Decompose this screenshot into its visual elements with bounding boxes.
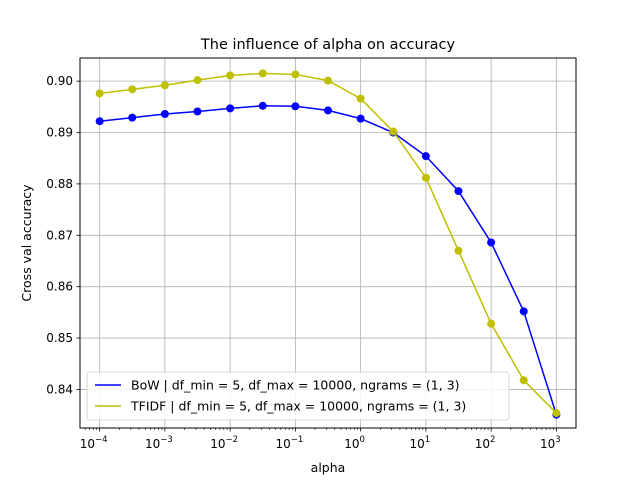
series-point-1	[226, 104, 235, 113]
series-point-1	[193, 107, 202, 116]
y-tick-label: 0.86	[46, 280, 73, 294]
series-point-1	[487, 238, 496, 247]
chart-title: The influence of alpha on accuracy	[200, 37, 456, 53]
x-tick-label: 10−1	[275, 435, 303, 451]
series-point-2	[323, 76, 332, 85]
series-point-1	[323, 106, 332, 115]
legend-label-1: BoW | df_min = 5, df_max = 10000, ngrams…	[131, 378, 460, 393]
series-point-2	[454, 246, 463, 255]
y-tick-label: 0.85	[46, 331, 73, 345]
series-point-2	[487, 319, 496, 328]
legend: BoW | df_min = 5, df_max = 10000, ngrams…	[86, 371, 510, 421]
x-tick-label: 10−3	[145, 435, 173, 451]
series-point-2	[421, 173, 430, 182]
series-point-2	[389, 127, 398, 136]
series-point-2	[356, 94, 365, 103]
x-tick-label: 102	[475, 435, 496, 451]
series-point-1	[95, 117, 104, 126]
series-point-2	[95, 89, 104, 98]
series-point-1	[421, 152, 430, 161]
series-point-2	[226, 71, 235, 80]
series-point-1	[519, 307, 528, 316]
series-point-2	[128, 85, 137, 94]
series-point-2	[519, 376, 528, 385]
x-tick-label: 103	[540, 435, 561, 451]
series-point-1	[356, 114, 365, 123]
grid	[80, 58, 576, 428]
y-tick-label: 0.87	[46, 228, 73, 242]
axis-ticks: 10−4 10−3 10−2 10−1 100 101 102 103 0.84 0.85 0.86…	[46, 74, 560, 451]
x-tick-label: 10−4	[80, 435, 108, 451]
series-point-1	[128, 113, 137, 122]
y-tick-label: 0.90	[46, 74, 73, 88]
series-point-1	[291, 102, 300, 111]
series-point-1	[258, 101, 267, 110]
x-axis-label: alpha	[311, 460, 346, 475]
y-axis-label: Cross val accuracy	[19, 184, 34, 302]
series-point-2	[552, 409, 561, 418]
series-point-1	[454, 187, 463, 196]
plot-frame	[79, 57, 577, 429]
series-point-2	[160, 81, 169, 90]
legend-label-2: TFIDF | df_min = 5, df_max = 10000, ngra…	[130, 399, 466, 414]
y-tick-label: 0.89	[46, 126, 73, 140]
series-point-2	[291, 70, 300, 79]
y-tick-label: 0.88	[46, 177, 73, 191]
legend-box	[86, 371, 510, 421]
x-tick-label: 10−2	[210, 435, 238, 451]
x-tick-label: 100	[344, 435, 365, 451]
x-tick-label: 101	[410, 435, 431, 451]
series-line-1	[99, 105, 558, 415]
series-point-1	[160, 110, 169, 119]
y-tick-label: 0.84	[46, 382, 73, 396]
series-point-2	[258, 69, 267, 78]
series-point-2	[193, 76, 202, 85]
plot-series	[95, 69, 561, 419]
